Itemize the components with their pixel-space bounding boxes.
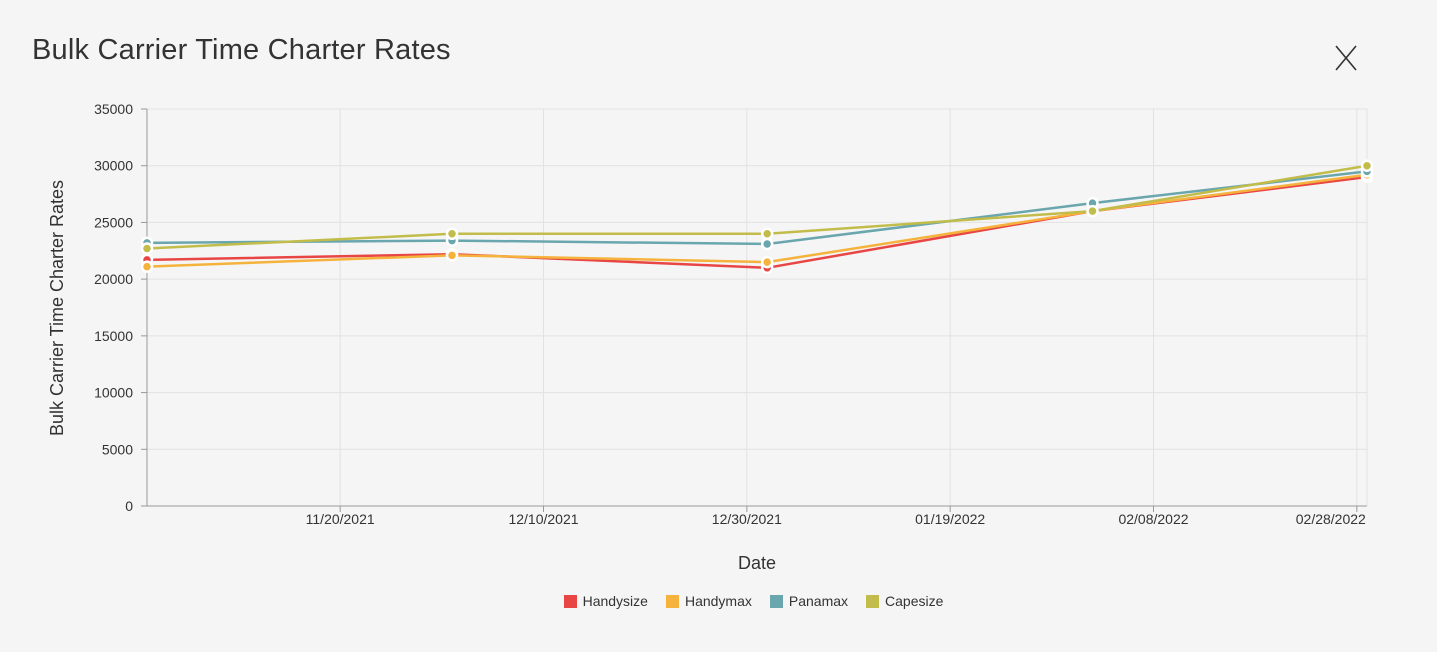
legend-item-handymax[interactable]: Handymax — [665, 593, 752, 609]
legend-label: Handymax — [684, 593, 752, 609]
line-chart: 0 5000 10000 15000 20000 25000 30000 35000 11/2… — [47, 101, 1374, 573]
data-point[interactable] — [760, 255, 774, 269]
chart-legend: Handysize Handymax Panamax Capesize — [0, 593, 1437, 609]
y-axis-title: Bulk Carrier Time Charter Rates — [47, 180, 67, 436]
chart-axes — [146, 109, 1368, 507]
y-tick-label: 0 — [125, 498, 133, 514]
data-point[interactable] — [1086, 204, 1099, 218]
data-point[interactable] — [760, 227, 774, 241]
legend-swatch — [665, 594, 679, 608]
legend-label: Capesize — [885, 593, 944, 609]
y-tick-label: 10000 — [94, 385, 133, 401]
data-point[interactable] — [445, 249, 459, 262]
modal-title: Bulk Carrier Time Charter Rates — [32, 34, 451, 66]
legend-swatch — [563, 594, 577, 608]
legend-swatch — [866, 594, 880, 608]
x-tick-label: 11/20/2021 — [306, 511, 375, 527]
close-button[interactable] — [1326, 38, 1366, 78]
y-tick-label: 25000 — [94, 214, 133, 230]
series-line — [146, 164, 1368, 250]
data-point[interactable] — [1360, 159, 1374, 172]
legend-item-panamax[interactable]: Panamax — [769, 593, 849, 609]
x-tick-label: 01/19/2022 — [915, 511, 985, 527]
data-point[interactable] — [140, 260, 154, 273]
y-tick-label: 15000 — [94, 328, 133, 344]
data-point[interactable] — [140, 242, 154, 255]
series-panamax — [140, 165, 1374, 251]
data-point[interactable] — [445, 227, 459, 241]
legend-swatch — [769, 594, 783, 608]
x-tick-label: 02/28/2022 — [1296, 511, 1366, 527]
x-tick-label: 12/10/2021 — [508, 511, 578, 527]
legend-label: Panamax — [788, 593, 849, 609]
y-tick-label: 30000 — [94, 158, 133, 174]
legend-item-capesize[interactable]: Capesize — [866, 593, 943, 609]
y-axis-ticks: 0 5000 10000 15000 20000 25000 30000 35000 — [94, 101, 147, 514]
y-tick-label: 20000 — [94, 271, 133, 287]
chart-grid — [147, 108, 1367, 506]
y-tick-label: 35000 — [94, 101, 133, 117]
x-tick-label: 12/30/2021 — [712, 511, 782, 527]
chart-series — [140, 159, 1374, 275]
x-axis-title: Date — [738, 553, 776, 573]
y-tick-label: 5000 — [102, 441, 133, 457]
legend-item-handysize[interactable]: Handysize — [563, 593, 648, 609]
legend-label: Handysize — [582, 593, 648, 609]
x-tick-label: 02/08/2022 — [1118, 511, 1188, 527]
close-icon — [1335, 45, 1357, 71]
x-axis-ticks: 11/20/2021 12/10/2021 12/30/2021 01/19/2022… — [306, 506, 1366, 527]
series-capesize — [140, 159, 1374, 255]
series-line — [146, 173, 1368, 268]
data-point[interactable] — [760, 237, 774, 251]
